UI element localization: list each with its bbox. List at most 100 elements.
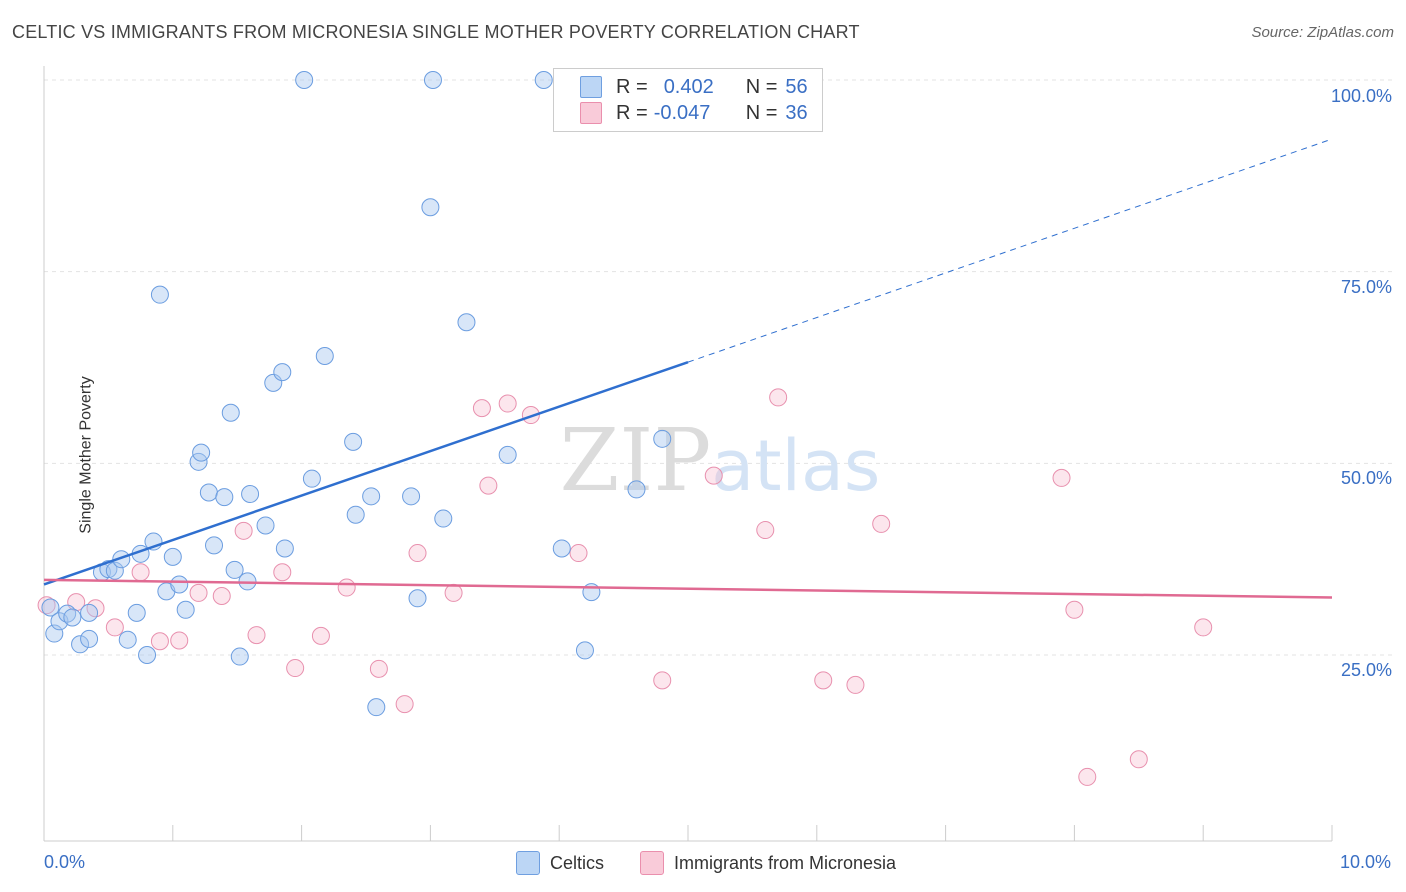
x-tick-label-min: 0.0% xyxy=(44,852,86,872)
legend-n-value: 56 xyxy=(785,75,808,98)
y-tick-label-100: 100.0% xyxy=(1330,86,1392,106)
legend-r-value: 0.402 xyxy=(663,75,714,98)
celtics-point xyxy=(170,575,189,594)
series-legend: Celtics Immigrants from Micronesia xyxy=(0,851,1406,877)
micronesia-point xyxy=(872,514,891,533)
legend-label-micronesia: Immigrants from Micronesia xyxy=(674,852,897,873)
celtics-point xyxy=(315,347,334,366)
legend-item-celtics[interactable]: Celtics xyxy=(516,851,604,875)
micronesia-point xyxy=(756,521,775,540)
micronesia-point xyxy=(569,544,588,563)
micronesia-point xyxy=(234,521,253,540)
celtics-point xyxy=(256,516,275,535)
celtics-point xyxy=(302,469,321,488)
micronesia-point xyxy=(395,695,414,714)
celtics-swatch xyxy=(580,76,602,98)
micronesia-legend-swatch xyxy=(640,851,664,875)
legend-item-micronesia[interactable]: Immigrants from Micronesia xyxy=(640,851,896,875)
celtics-point xyxy=(105,561,124,580)
celtics-point xyxy=(534,71,553,89)
micronesia-point xyxy=(498,394,517,413)
legend-r-label: R = xyxy=(616,101,648,124)
celtics-point xyxy=(230,647,249,666)
celtics-point xyxy=(402,487,421,506)
celtics-point xyxy=(71,635,90,654)
celtics-point xyxy=(408,589,427,608)
celtics-point xyxy=(199,483,218,502)
celtics-point xyxy=(112,550,131,569)
celtics-point xyxy=(41,598,60,617)
celtics-point xyxy=(367,698,386,717)
celtics-point xyxy=(163,547,182,566)
x-tick-label-max: 10.0% xyxy=(1340,852,1392,872)
celtics-point xyxy=(176,600,195,619)
celtics-point xyxy=(138,646,157,665)
y-tick-label-75: 75.0% xyxy=(1340,277,1392,297)
celtics-point xyxy=(275,539,294,558)
legend-n-value: 36 xyxy=(785,101,808,124)
micronesia-point xyxy=(444,583,463,602)
celtics-point xyxy=(362,487,381,506)
celtics-legend-swatch xyxy=(516,851,540,875)
micronesia-point xyxy=(337,578,356,597)
micronesia-point xyxy=(1129,750,1148,769)
celtics-point xyxy=(421,198,440,217)
micronesia-point xyxy=(846,675,865,694)
chart-title: CELTIC VS IMMIGRANTS FROM MICRONESIA SIN… xyxy=(12,22,860,42)
micronesia-point xyxy=(1078,767,1097,786)
micronesia-point xyxy=(170,631,189,650)
micronesia-point xyxy=(189,583,208,602)
micronesia-point xyxy=(653,671,672,690)
celtics-point xyxy=(221,403,240,422)
legend-r-value: -0.047 xyxy=(653,101,711,124)
celtics-point xyxy=(346,505,365,524)
micronesia-point xyxy=(1052,468,1071,487)
micronesia-point xyxy=(1194,618,1213,637)
y-tick-label-25: 25.0% xyxy=(1340,660,1392,680)
micronesia-point xyxy=(369,659,388,678)
legend-n-label: N = xyxy=(745,101,778,124)
celtics-point xyxy=(80,629,99,648)
celtics-point xyxy=(653,429,672,448)
celtics-point xyxy=(192,443,211,462)
celtics-point xyxy=(434,509,453,528)
celtics-point xyxy=(150,285,169,304)
micronesia-point xyxy=(769,388,788,407)
micronesia-point xyxy=(472,399,491,418)
micronesia-swatch xyxy=(580,102,602,124)
celtics-point xyxy=(127,603,146,622)
source-label: Source: ZipAtlas.com xyxy=(1251,24,1394,41)
celtics-point xyxy=(295,71,314,89)
micronesia-point xyxy=(479,476,498,495)
micronesia-point xyxy=(273,563,292,582)
legend-n-label: N = xyxy=(745,75,778,98)
celtics-point xyxy=(344,432,363,451)
celtics-trend-line xyxy=(43,360,689,586)
micronesia-point xyxy=(408,544,427,563)
correlation-legend: R = 0.402 N = 56 R = -0.047 N = 36 xyxy=(553,68,823,132)
y-tick-label-50: 50.0% xyxy=(1340,468,1392,488)
celtics-point xyxy=(575,641,594,660)
micronesia-point xyxy=(247,626,266,645)
micronesia-point xyxy=(150,632,169,651)
y-axis-label: Single Mother Poverty xyxy=(77,376,95,534)
celtics-point xyxy=(457,313,476,332)
legend-label-celtics: Celtics xyxy=(550,852,605,873)
celtics-point xyxy=(241,485,260,504)
celtics-point xyxy=(552,539,571,558)
celtics-point xyxy=(423,71,442,89)
legend-row-celtics: R = 0.402 N = 56 xyxy=(580,75,808,99)
celtics-point xyxy=(498,445,517,464)
micronesia-point xyxy=(286,659,305,678)
micronesia-trend-line xyxy=(43,578,1333,599)
legend-row-micronesia: R = -0.047 N = 36 xyxy=(580,101,808,125)
celtics-point xyxy=(63,608,82,627)
celtics-point xyxy=(273,363,292,382)
celtics-point xyxy=(205,536,224,555)
micronesia-point xyxy=(704,466,723,485)
micronesia-point xyxy=(521,406,540,425)
micronesia-point xyxy=(131,563,150,582)
micronesia-point xyxy=(1065,600,1084,619)
micronesia-point xyxy=(814,671,833,690)
micronesia-point xyxy=(86,599,105,618)
